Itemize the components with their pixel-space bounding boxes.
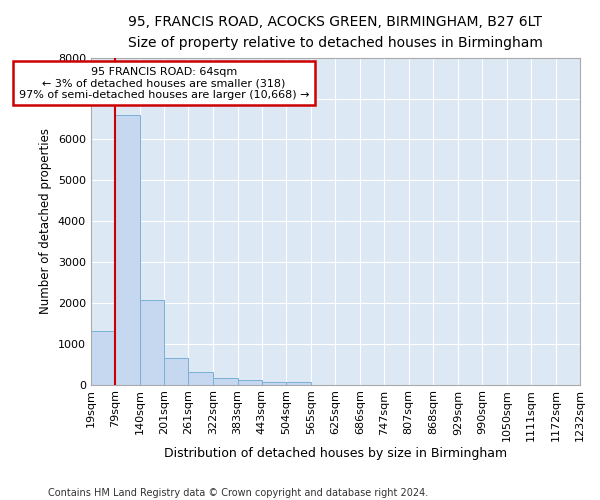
X-axis label: Distribution of detached houses by size in Birmingham: Distribution of detached houses by size …: [164, 447, 507, 460]
Bar: [115, 115, 140, 384]
Bar: [213, 378, 238, 384]
Text: 95 FRANCIS ROAD: 64sqm
← 3% of detached houses are smaller (318)
97% of semi-det: 95 FRANCIS ROAD: 64sqm ← 3% of detached …: [19, 66, 309, 100]
Bar: [286, 382, 311, 384]
Title: 95, FRANCIS ROAD, ACOCKS GREEN, BIRMINGHAM, B27 6LT
Size of property relative to: 95, FRANCIS ROAD, ACOCKS GREEN, BIRMINGH…: [128, 15, 543, 50]
Text: Contains HM Land Registry data © Crown copyright and database right 2024.: Contains HM Land Registry data © Crown c…: [48, 488, 428, 498]
Bar: [262, 382, 286, 384]
Bar: [238, 380, 262, 384]
Bar: [140, 300, 164, 384]
Bar: [91, 332, 115, 384]
Bar: [188, 372, 213, 384]
Bar: [164, 358, 188, 384]
Y-axis label: Number of detached properties: Number of detached properties: [40, 128, 52, 314]
